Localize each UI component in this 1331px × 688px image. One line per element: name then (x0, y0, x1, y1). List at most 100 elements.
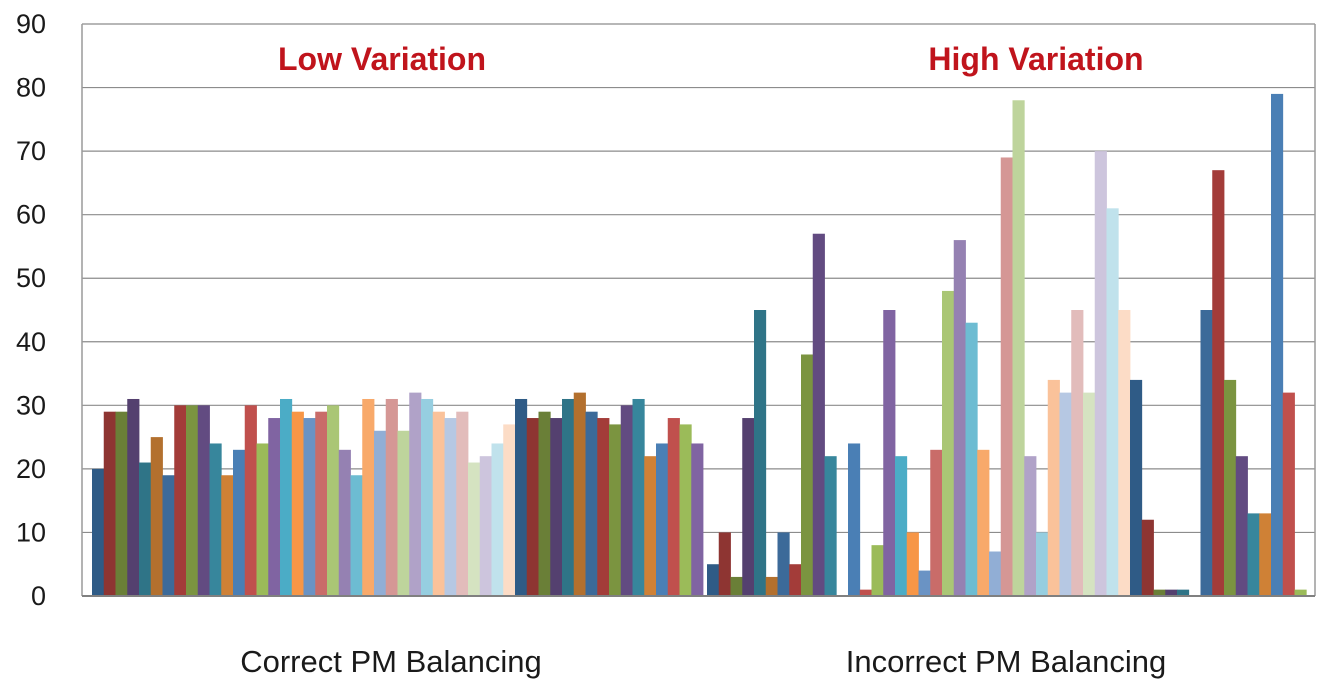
bar (573, 392, 586, 596)
bar (609, 424, 622, 596)
bars (92, 93, 1307, 597)
y-tick-label: 80 (16, 73, 46, 103)
bar (1200, 310, 1213, 596)
bar (233, 449, 246, 596)
bar (691, 443, 704, 596)
bar (883, 310, 896, 596)
bar (1224, 379, 1237, 596)
bar (632, 398, 645, 596)
bar (315, 411, 328, 596)
bar (620, 405, 633, 596)
bar (327, 405, 340, 596)
bar (444, 418, 457, 596)
bar (503, 424, 516, 596)
bar (918, 570, 931, 596)
bar (765, 576, 778, 596)
bar (456, 411, 469, 596)
bar (221, 475, 234, 596)
bar (491, 443, 504, 596)
bar (1271, 93, 1284, 596)
bar (895, 456, 908, 596)
y-tick-label: 70 (16, 136, 46, 166)
bar (1071, 310, 1084, 596)
bar (1294, 589, 1307, 596)
bar (1165, 589, 1178, 596)
bar (550, 418, 563, 596)
bar (174, 405, 187, 596)
y-tick-label: 40 (16, 327, 46, 357)
y-tick-label: 50 (16, 263, 46, 293)
bar (538, 411, 551, 596)
bar (1259, 513, 1272, 596)
bar (1153, 589, 1166, 596)
bar (244, 405, 257, 596)
bar (1106, 208, 1119, 596)
bar (280, 398, 293, 596)
bar (374, 430, 387, 596)
bar (801, 354, 814, 596)
bar (667, 418, 680, 596)
bar (812, 233, 825, 597)
bar (1118, 310, 1131, 596)
bar (871, 545, 884, 596)
bar (256, 443, 269, 596)
bar (730, 576, 743, 596)
annotation-high-variation: High Variation (928, 41, 1143, 77)
bar (468, 462, 481, 596)
bar (1247, 513, 1260, 596)
y-tick-label: 90 (16, 9, 46, 39)
bar (115, 411, 128, 596)
bar (432, 411, 445, 596)
y-axis-ticks: 0 10 20 30 40 50 60 70 80 90 (16, 9, 46, 611)
bar (942, 290, 955, 596)
bar (977, 449, 990, 596)
bar (515, 398, 528, 596)
y-tick-label: 0 (31, 581, 46, 611)
bar (526, 418, 539, 596)
bar (103, 411, 116, 596)
bar (742, 418, 755, 596)
bar (789, 564, 802, 596)
bar (1212, 170, 1225, 596)
bar (707, 564, 720, 596)
bar (597, 418, 610, 596)
bar (1235, 456, 1248, 596)
y-tick-label: 10 (16, 517, 46, 547)
bar (479, 456, 492, 596)
bar (92, 468, 105, 596)
bar (1000, 157, 1013, 596)
bar (1059, 392, 1072, 596)
bar (1012, 100, 1025, 597)
bar (385, 398, 398, 596)
bar (127, 398, 140, 596)
bar (859, 589, 872, 596)
bar (656, 443, 669, 596)
bar (162, 475, 175, 596)
bar (268, 418, 281, 596)
bar (397, 430, 410, 596)
bar (824, 456, 837, 596)
bar (1177, 589, 1190, 596)
bar (362, 398, 375, 596)
bar (930, 449, 943, 596)
bar (1036, 532, 1049, 596)
bar (150, 437, 163, 596)
y-tick-label: 20 (16, 454, 46, 484)
bar (777, 532, 790, 596)
bar (197, 405, 210, 596)
bar (139, 462, 152, 596)
category-label-correct: Correct PM Balancing (240, 644, 542, 679)
bar (338, 449, 351, 596)
bar (1047, 379, 1060, 596)
bar (754, 310, 767, 596)
bar (953, 240, 966, 596)
bar (1130, 379, 1143, 596)
bar (848, 443, 861, 596)
bar (291, 411, 304, 596)
bar (718, 532, 731, 596)
bar (965, 322, 978, 596)
category-label-incorrect: Incorrect PM Balancing (846, 644, 1166, 679)
bar (1024, 456, 1037, 596)
bar (409, 392, 422, 596)
